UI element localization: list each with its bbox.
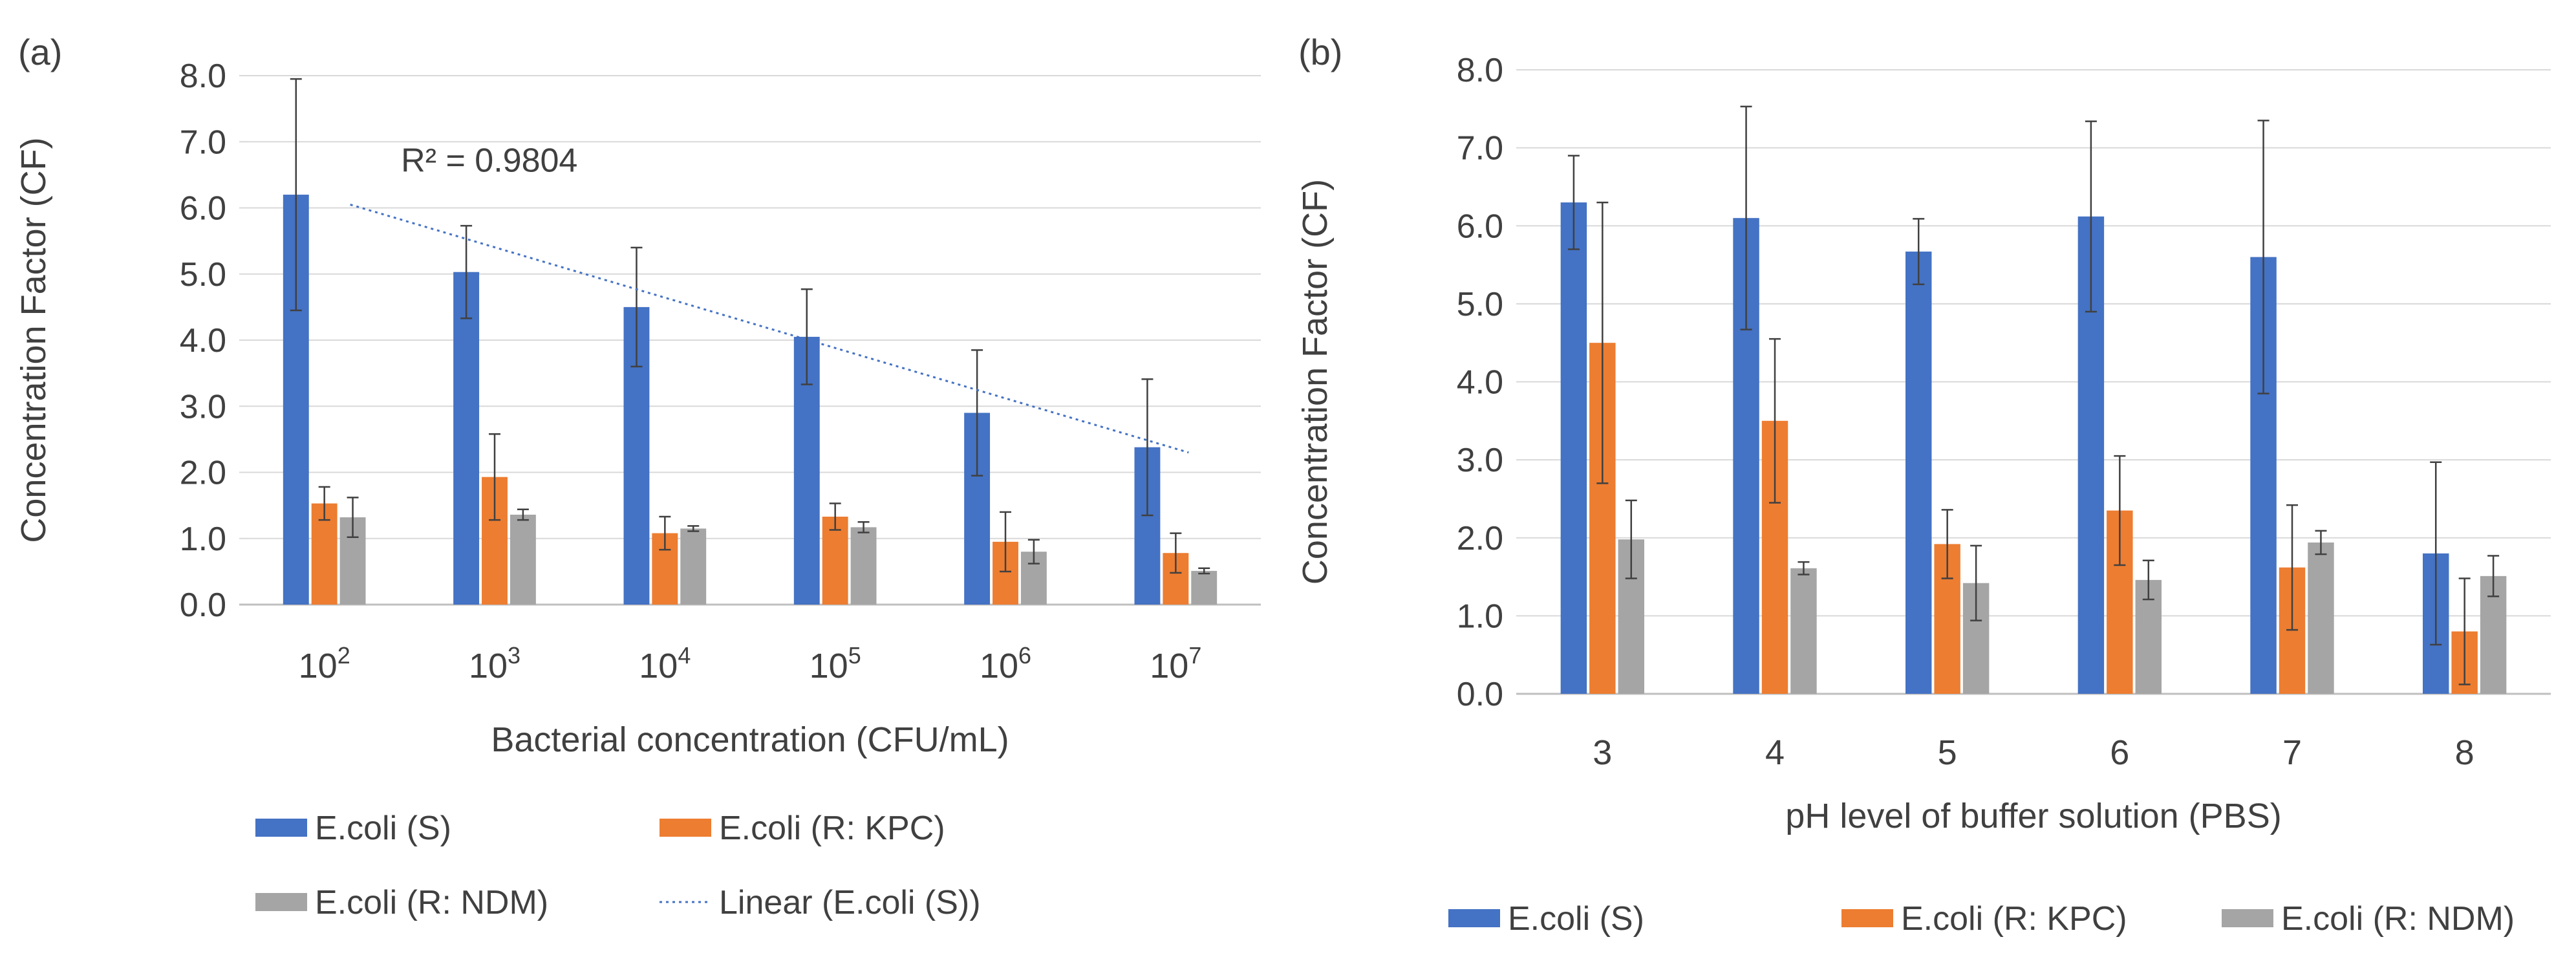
y-tick-label: 1.0 <box>1457 597 1503 635</box>
legend-label: E.coli (R: KPC) <box>719 810 945 847</box>
x-tick-label: 3 <box>1593 733 1612 772</box>
y-tick-label: 6.0 <box>1457 208 1503 245</box>
legend-swatch-ndm <box>255 893 307 911</box>
x-tick-label: 104 <box>639 642 691 685</box>
legend-swatch-kpc <box>1841 909 1893 927</box>
y-tick-label: 6.0 <box>180 190 226 228</box>
legend-label: E.coli (S) <box>315 810 451 847</box>
x-tick-label: 107 <box>1150 642 1201 685</box>
x-tick-label: 105 <box>810 642 861 685</box>
x-tick-label: 6 <box>2110 733 2129 772</box>
r-squared-label: R² = 0.9804 <box>401 142 577 179</box>
legend-swatch-kpc <box>660 819 711 837</box>
bar-ndm <box>1191 570 1218 605</box>
legend-label: E.coli (R: KPC) <box>1901 900 2127 938</box>
chart-a: (a) 0.0 1.0 2.0 3.0 4.0 5.0 6.0 7.0 8.0 Concentrat… <box>14 32 1261 921</box>
x-tick-label: 106 <box>980 642 1031 685</box>
bar-s <box>1905 252 1932 694</box>
bar-s <box>453 272 480 605</box>
bar-s <box>1560 202 1587 694</box>
y-tick-label: 5.0 <box>1457 286 1503 323</box>
x-tick-label: 7 <box>2282 733 2302 772</box>
legend-label: E.coli (R: NDM) <box>315 884 548 921</box>
x-tick-label: 102 <box>299 642 350 685</box>
panel-label: (a) <box>18 32 62 72</box>
y-tick-label: 3.0 <box>1457 442 1503 479</box>
chart-b: (b) 0.0 1.0 2.0 3.0 4.0 5.0 6.0 7.0 8.0 Concentrat… <box>1296 32 2551 938</box>
y-axis-title: Concentration Factor (CF) <box>14 137 53 543</box>
bar-ndm <box>1790 568 1817 694</box>
x-tick-label: 4 <box>1765 733 1785 772</box>
x-axis-title: pH level of buffer solution (PBS) <box>1785 797 2281 835</box>
y-tick-label: 7.0 <box>1457 130 1503 167</box>
bar-ndm <box>850 527 877 605</box>
legend-swatch-ndm <box>2222 909 2273 927</box>
legend-label: E.coli (R: NDM) <box>2281 900 2515 938</box>
panel-label: (b) <box>1298 32 1342 72</box>
bar-ndm <box>2308 542 2334 694</box>
bar-kpc <box>822 517 848 605</box>
y-tick-label: 8.0 <box>180 58 226 95</box>
y-tick-label: 2.0 <box>1457 520 1503 557</box>
x-tick-label: 103 <box>469 642 521 685</box>
legend-swatch-s <box>255 819 307 837</box>
x-axis-title: Bacterial concentration (CFU/mL) <box>491 720 1009 759</box>
y-tick-label: 8.0 <box>1457 52 1503 89</box>
y-tick-label: 4.0 <box>180 322 226 360</box>
y-tick-label: 0.0 <box>180 586 226 624</box>
legend-swatch-s <box>1448 909 1500 927</box>
y-tick-label: 1.0 <box>180 521 226 558</box>
y-tick-label: 2.0 <box>180 455 226 492</box>
bar-ndm <box>680 528 707 605</box>
bar-ndm <box>510 514 536 605</box>
y-tick-label: 3.0 <box>180 388 226 425</box>
y-tick-label: 4.0 <box>1457 364 1503 402</box>
y-tick-label: 7.0 <box>180 124 226 161</box>
legend-label: E.coli (S) <box>1508 900 1644 938</box>
x-tick-label: 8 <box>2455 733 2474 772</box>
y-tick-label: 0.0 <box>1457 676 1503 713</box>
x-tick-label: 5 <box>1938 733 1957 772</box>
legend-label: Linear (E.coli (S)) <box>719 884 981 921</box>
y-axis-title: Concentration Factor (CF) <box>1296 179 1335 585</box>
y-tick-label: 5.0 <box>180 256 226 294</box>
